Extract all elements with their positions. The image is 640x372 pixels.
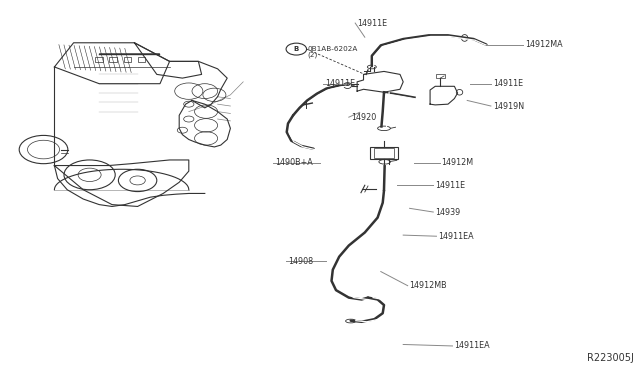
- Bar: [95, 57, 103, 62]
- Text: R223005J: R223005J: [587, 353, 634, 363]
- Bar: [374, 148, 394, 158]
- Bar: [370, 147, 398, 159]
- Text: 14908: 14908: [288, 257, 313, 266]
- Text: 14919N: 14919N: [493, 102, 524, 110]
- Bar: [124, 57, 131, 62]
- Text: 0B1AB-6202A: 0B1AB-6202A: [307, 46, 358, 52]
- Text: 14911E: 14911E: [435, 181, 465, 190]
- Text: 14912M: 14912M: [442, 158, 474, 167]
- Text: 14911E: 14911E: [493, 79, 523, 88]
- Text: 14911E: 14911E: [357, 19, 387, 28]
- Text: B: B: [294, 46, 299, 52]
- Text: 14911EA: 14911EA: [454, 341, 490, 350]
- Text: 14912MA: 14912MA: [525, 40, 563, 49]
- Text: 1490B+A: 1490B+A: [275, 158, 313, 167]
- Text: 14920: 14920: [351, 113, 376, 122]
- Text: 14911EA: 14911EA: [438, 232, 474, 241]
- Bar: [436, 74, 445, 78]
- Bar: [109, 57, 117, 62]
- Text: (2): (2): [307, 52, 317, 58]
- Bar: [138, 57, 145, 62]
- Text: 14939: 14939: [435, 208, 460, 217]
- Text: 14912MB: 14912MB: [410, 281, 447, 290]
- Text: 14911E: 14911E: [325, 79, 355, 88]
